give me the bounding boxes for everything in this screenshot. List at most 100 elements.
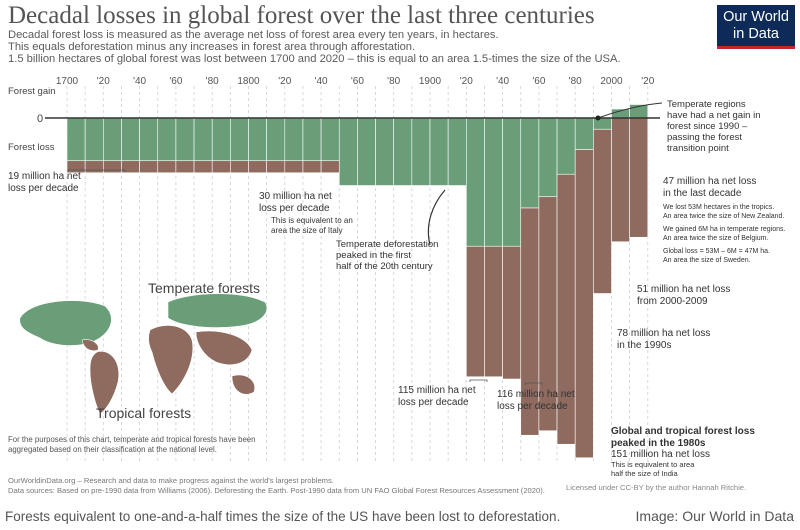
temperate-bar [484, 117, 503, 247]
tropical-bar [248, 160, 267, 174]
temperate-bar [121, 117, 140, 162]
map-region [148, 325, 194, 395]
x-tick-label: 1900 [419, 76, 442, 87]
bracket-115m [469, 379, 488, 382]
temperate-bar [248, 117, 267, 162]
x-tick-label: 2000 [600, 76, 623, 87]
annotation-78m: in the 1990s [617, 340, 672, 351]
source-line-2: Data sources: Based on pre-1990 data fro… [8, 486, 545, 495]
annotation-151m: 151 million ha net loss [611, 449, 710, 460]
tropical-bar [103, 160, 122, 174]
owid-logo[interactable]: Our World in Data [717, 5, 795, 49]
annotation-temperate-6m: An area twice the size of Belgium. [663, 235, 768, 242]
annotation-115m: 115 million ha net [398, 385, 476, 396]
tropical-bar [629, 117, 649, 238]
annotation-tropics-53m: We lost 53M hectares in the tropics. [663, 204, 774, 211]
chart-card: Forest gain Forest loss 0 1700 '20 '40 '60 '80 1… [8, 2, 795, 495]
tropical-bar [611, 117, 630, 243]
annotation-78m: 78 million ha net loss [617, 328, 710, 339]
annotation-30m: 30 million ha net [259, 191, 332, 202]
x-tick-label: '40 [133, 76, 146, 87]
tropical-bar [121, 160, 140, 174]
annotation-global-47m: Global loss = 53M – 6M = 47M ha. [663, 248, 770, 255]
temperate-bar [593, 117, 612, 130]
temperate-bar [320, 117, 340, 162]
annotation-italy: area the size of Italy [271, 226, 343, 235]
temperate-bar [193, 117, 213, 162]
bracket-116m [524, 382, 543, 385]
annotation-temperate-gain: have had a net gain in [667, 110, 761, 121]
tropical-bar [84, 160, 104, 174]
temperate-bar [502, 117, 522, 247]
temperate-bar [375, 117, 394, 186]
map-label-temperate: Temperate forests [148, 280, 260, 296]
temperate-bar [175, 117, 195, 162]
x-tick-label: 1800 [237, 76, 260, 87]
subtitle-line-2: This equals deforestation minus any incr… [8, 41, 416, 53]
annotation-india: This is equivalent to area [611, 460, 695, 469]
x-tick-label: '20 [278, 76, 291, 87]
temperate-bar [284, 117, 304, 162]
annotation-19m: loss per decade [8, 183, 79, 194]
temperate-bar [103, 117, 122, 162]
annotation-19m: 19 million ha net [8, 171, 81, 182]
map-note-line-1: For the purposes of this chart, temperat… [8, 435, 255, 444]
tropical-bar [502, 245, 522, 380]
annotation-116m: loss per decade [497, 401, 568, 412]
x-tick-label: '20 [641, 76, 654, 87]
tropical-bar [320, 160, 340, 174]
tropical-bar [157, 160, 177, 174]
forest-loss-label: Forest loss [8, 142, 55, 153]
forest-gain-label: Forest gain [8, 86, 56, 97]
temperate-bar [157, 117, 177, 162]
annotation-temperate-gain: forest since 1990 – [667, 121, 748, 132]
bracket-19m [67, 169, 126, 172]
subtitle-line-1: Decadal forest loss is measured as the a… [8, 29, 499, 41]
temperate-bar [429, 117, 449, 186]
annotation-temperate-gain: Temperate regions [667, 99, 746, 110]
temperate-bar [447, 117, 467, 186]
temperate-bar [411, 117, 431, 186]
x-tick-label: '60 [532, 76, 545, 87]
map-region [19, 300, 112, 346]
tropical-bar [574, 149, 594, 459]
temperate-bar [338, 117, 358, 186]
tropical-bar [266, 160, 286, 174]
x-tick-label: '80 [387, 76, 400, 87]
x-tick-label: '40 [496, 76, 509, 87]
subtitle-line-3: 1.5 billion hectares of global forest wa… [8, 53, 621, 65]
annotation-51m: from 2000-2009 [637, 296, 708, 307]
arrow-temperate-gain [597, 102, 663, 119]
image-caption: Forests equivalent to one-and-a-half tim… [5, 509, 561, 524]
annotation-47m: in the last decade [663, 188, 742, 199]
annotation-temperate-gain: passing the forest [667, 132, 742, 143]
map-region [195, 330, 253, 365]
tropical-bar [139, 160, 159, 174]
temperate-bar [66, 117, 86, 162]
annotation-temperate-6m: We gained 6M ha in temperate regions. [663, 226, 785, 233]
x-tick-label: '20 [97, 76, 110, 87]
map-label-tropical: Tropical forests [96, 405, 191, 421]
annotation-47m: 47 million ha net loss [663, 176, 756, 187]
temperate-bar [556, 117, 576, 175]
x-tick-label: '80 [206, 76, 219, 87]
x-tick-label: 1700 [56, 76, 79, 87]
temperate-bar [139, 117, 159, 162]
tropical-bar [193, 160, 213, 174]
logo-line-1: Our World [723, 9, 789, 25]
map-region [231, 374, 256, 395]
annotation-temperate-gain: transition point [667, 143, 729, 154]
tropical-bar [484, 245, 503, 378]
temperate-bar [574, 117, 594, 150]
tropical-bar [302, 160, 322, 174]
zero-label: 0 [37, 113, 43, 125]
image-credit: Image: Our World in Data [635, 508, 794, 524]
map-region [167, 293, 267, 328]
tropical-bar [465, 245, 485, 378]
tropical-bar [175, 160, 195, 174]
annotation-india: half the size of India [611, 469, 679, 478]
license-text: Licensed under CC-BY by the author Hanna… [566, 483, 747, 492]
annotation-temperate-peak: half of the 20th century [336, 261, 433, 272]
annotation-italy: This is equivalent to an [271, 216, 353, 225]
temperate-bar [302, 117, 322, 162]
